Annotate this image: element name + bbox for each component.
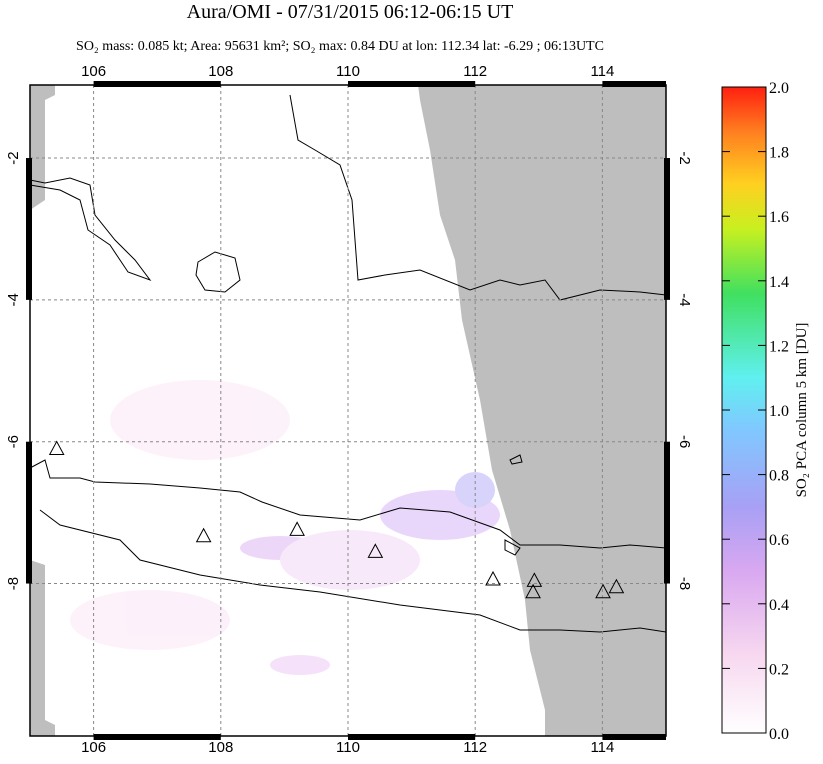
frame-bar [26,158,32,300]
colorbar-label: SO₂ PCA column 5 km [DU] [794,323,810,498]
volcano-marker [608,578,625,594]
x-tick-label: 110 [336,739,360,756]
volcano-marker [595,583,611,599]
y-tick-label: -6 [5,435,22,448]
y-tick-label: -2 [5,151,22,164]
colorbar-tick-label: 0.8 [769,468,789,485]
frame-bars [26,81,670,740]
frame-bar [93,81,221,87]
x-tick-label: 106 [81,63,106,80]
y-tick-label: -8 [676,577,693,590]
colorbar-tick-label: 1.8 [769,145,789,162]
so2-haze [70,380,500,675]
no-data-region [30,85,55,210]
coastline [30,94,666,633]
frame-bar [664,158,670,300]
frame-bar [602,734,666,740]
volcano-marker [48,440,65,456]
y-tick-label: -6 [676,435,693,448]
x-tick-label: 108 [208,739,233,756]
volcano-marker [367,543,384,558]
x-tick-label: 108 [208,63,233,80]
colorbar-tick-label: 1.4 [769,274,789,291]
y-tick-label: -2 [676,151,693,164]
x-tick-label: 112 [463,63,487,80]
colorbar-tick-label: 1.2 [769,338,789,355]
y-tick-label: -8 [5,577,22,590]
frame-bar [26,441,32,584]
x-tick-label: 106 [81,739,106,756]
grid [30,85,666,736]
colorbar-tick-label: 1.0 [769,403,789,420]
subtitle: SO₂ mass: 0.085 kt; Area: 95631 km²; SO₂… [76,39,604,54]
title: Aura/OMI - 07/31/2015 06:12-06:15 UT [187,1,514,23]
volcano-marker [195,527,212,543]
frame-bar [602,81,666,87]
colorbar-tick-label: 0.6 [769,532,789,549]
frame-bar [348,81,476,87]
frame-bar [93,734,221,740]
colorbar-tick-label: 0.0 [769,726,789,743]
colorbar-tick-label: 1.6 [769,209,789,226]
map-area [30,85,666,736]
colorbar-tick-label: 0.4 [769,597,789,614]
volcano-marker [289,521,305,536]
x-tick-label: 110 [336,63,360,80]
volcanoes [48,440,625,599]
no-data-region [30,560,55,736]
y-tick-label: -4 [5,293,22,306]
frame-bar [664,441,670,584]
volcano-marker [525,583,541,599]
colorbar-tick-label: 2.0 [769,80,789,97]
y-tick-label: -4 [676,293,693,306]
no-data-region [418,85,666,736]
colorbar-tick-label: 0.2 [769,661,789,678]
frame-bar [348,734,476,740]
x-tick-label: 114 [590,63,614,80]
x-tick-label: 112 [463,739,487,756]
volcano-marker [485,570,501,586]
x-tick-label: 114 [590,739,614,756]
